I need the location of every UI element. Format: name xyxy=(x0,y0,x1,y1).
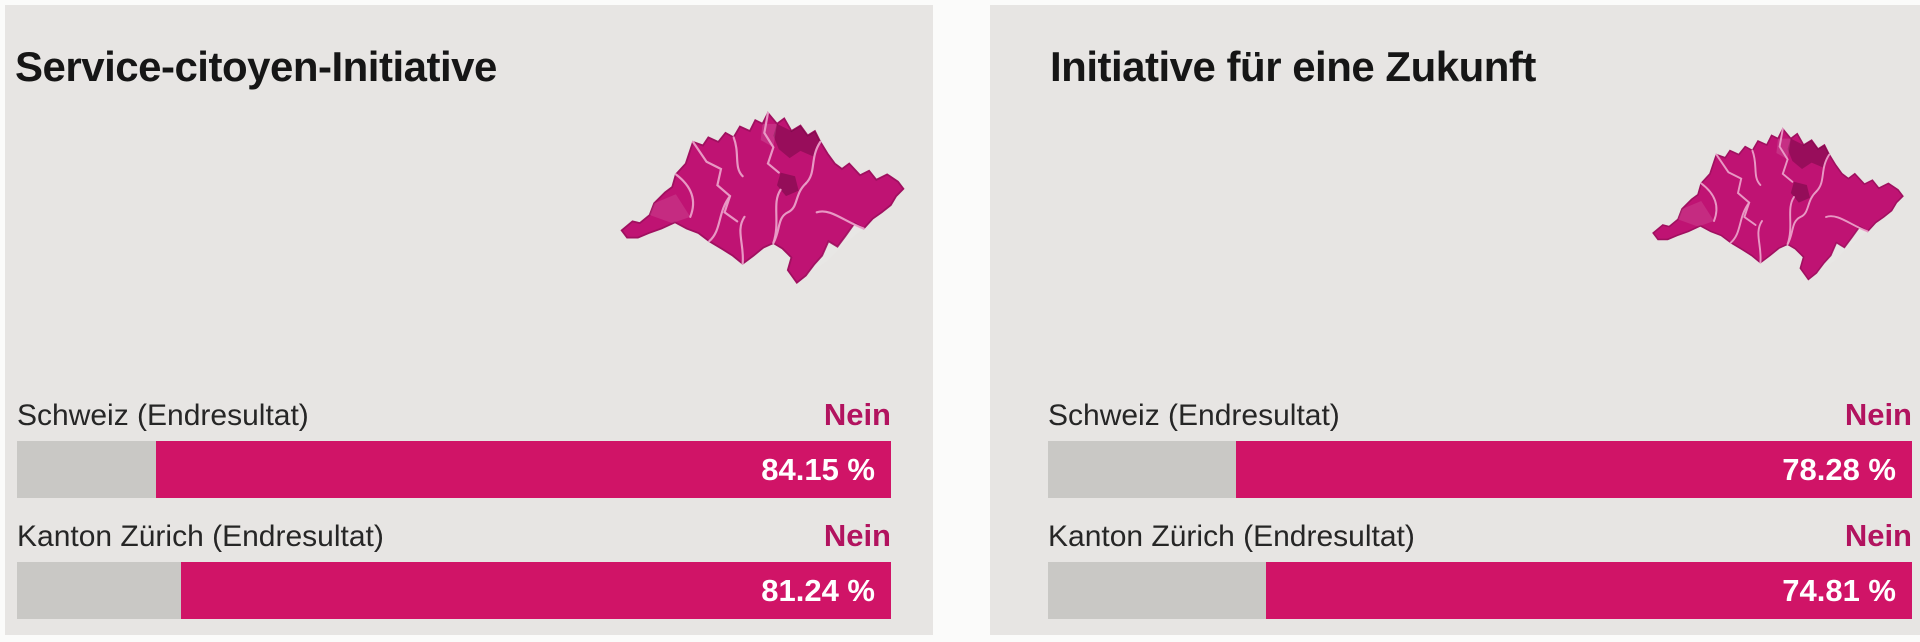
region-label: Schweiz (Endresultat) xyxy=(17,399,309,432)
page-title: Initiative für eine Zukunft xyxy=(1050,43,1536,91)
switzerland-map xyxy=(620,111,905,284)
percentage-value: 84.15 % xyxy=(761,451,875,487)
result-bar-fill: 81.24 % xyxy=(180,562,891,619)
result-row-header: Schweiz (Endresultat) Nein xyxy=(17,395,891,433)
verdict-badge: Nein xyxy=(1844,518,1912,553)
page-title: Service-citoyen-Initiative xyxy=(15,43,497,91)
vote-panel-zukunft-initiative: Initiative für eine Zukunft Schweiz (End… xyxy=(990,5,1920,635)
verdict-badge: Nein xyxy=(823,518,891,553)
result-row-header: Schweiz (Endresultat) Nein xyxy=(1048,395,1912,433)
switzerland-map xyxy=(1652,128,1904,281)
region-label: Schweiz (Endresultat) xyxy=(1048,399,1340,432)
percentage-value: 74.81 % xyxy=(1782,572,1896,608)
result-row-header: Kanton Zürich (Endresultat) Nein xyxy=(17,516,891,554)
percentage-value: 78.28 % xyxy=(1782,451,1896,487)
result-bar: 78.28 % xyxy=(1048,441,1912,498)
region-label: Kanton Zürich (Endresultat) xyxy=(17,520,384,553)
result-bar-fill: 84.15 % xyxy=(155,441,891,498)
verdict-badge: Nein xyxy=(823,397,891,432)
result-bar-fill: 74.81 % xyxy=(1265,562,1912,619)
result-row-header: Kanton Zürich (Endresultat) Nein xyxy=(1048,516,1912,554)
verdict-badge: Nein xyxy=(1844,397,1912,432)
result-bar: 74.81 % xyxy=(1048,562,1912,619)
result-bar-fill: 78.28 % xyxy=(1235,441,1912,498)
result-bar: 81.24 % xyxy=(17,562,891,619)
percentage-value: 81.24 % xyxy=(761,572,875,608)
result-bar: 84.15 % xyxy=(17,441,891,498)
region-label: Kanton Zürich (Endresultat) xyxy=(1048,520,1415,553)
vote-panel-service-citoyen: Service-citoyen-Initiative Schweiz (Endr… xyxy=(5,5,933,635)
